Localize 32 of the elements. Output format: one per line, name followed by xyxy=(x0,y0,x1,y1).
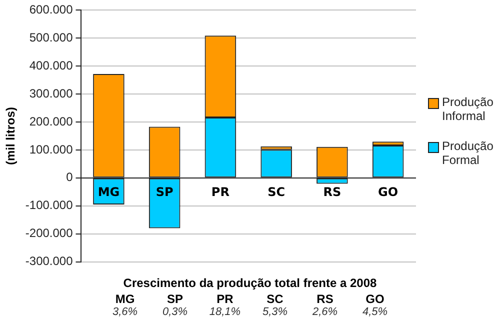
category-label: RS xyxy=(323,185,342,200)
text: Crescimento da produção total frente a 2008 xyxy=(122,276,378,290)
y-tick-label: 400.000 xyxy=(29,58,74,72)
category-label: GO xyxy=(378,185,398,200)
y-tick-label: 0 xyxy=(66,170,74,184)
category-label: MG xyxy=(98,185,120,200)
text: 5,3% xyxy=(261,306,289,318)
y-tick-label: 500.000 xyxy=(29,30,74,44)
text: 4,5% xyxy=(361,306,389,318)
x-tick-label: SC xyxy=(266,292,284,306)
text: 18,1% xyxy=(208,306,242,318)
category-label: SC xyxy=(268,185,286,200)
y-tick-label: 600.000 xyxy=(29,2,74,17)
legend-label: Produção Formal xyxy=(442,139,494,167)
y-tick-label: -300.000 xyxy=(25,254,74,268)
y-tick-label: -200.000 xyxy=(25,226,74,240)
text: 2,6% xyxy=(311,306,339,318)
y-axis-title: (mil litros) xyxy=(4,106,18,166)
x-tick-label: PR xyxy=(216,292,234,306)
x-tick-label: GO xyxy=(364,292,386,306)
category-label: PR xyxy=(211,185,230,200)
text: 3,6% xyxy=(111,306,139,318)
legend-label: Produção Informal xyxy=(442,95,494,123)
y-tick-label: -100.000 xyxy=(25,198,74,212)
y-tick-label: 200.000 xyxy=(29,114,74,128)
text: 0,3% xyxy=(161,306,189,318)
y-tick-label: 100.000 xyxy=(29,142,74,156)
x-tick-label: SP xyxy=(166,292,184,306)
y-tick-label: 300.000 xyxy=(29,86,74,100)
category-label: SP xyxy=(156,185,174,200)
x-tick-label: RS xyxy=(316,292,334,306)
x-tick-label: MG xyxy=(114,292,136,306)
